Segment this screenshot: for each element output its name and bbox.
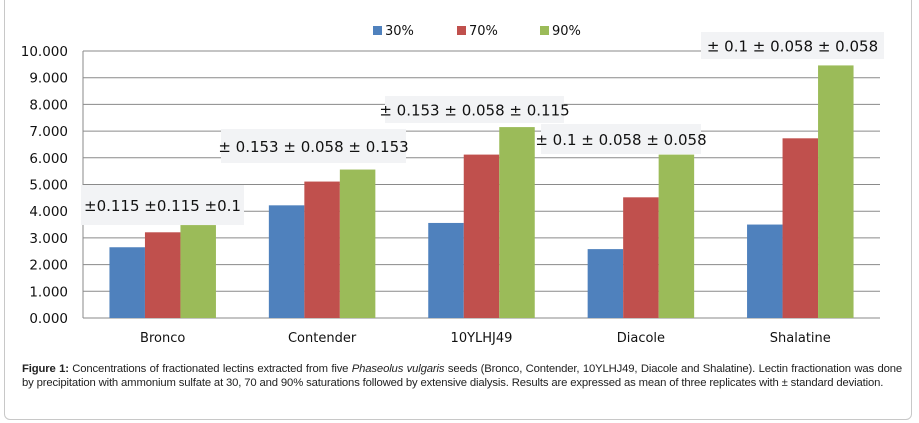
bar-chart: 0.000 1.000 2.000 3.000 4.000 5.000 6.000 7.000… xyxy=(21,24,884,346)
bar-90pct-10ylhj49 xyxy=(499,127,535,318)
bar-30pct-bronco xyxy=(109,247,145,318)
legend-label: 70% xyxy=(469,24,498,39)
sd-annotation: ± 0.1 ± 0.058 ± 0.058 xyxy=(707,38,878,56)
caption-species: Phaseolus vulgaris xyxy=(351,363,445,375)
x-tick-label: Shalatine xyxy=(770,331,831,346)
y-tick-label: 8.000 xyxy=(29,97,68,113)
bar-70pct-10ylhj49 xyxy=(463,154,500,318)
bar-90pct-diacole xyxy=(658,154,695,318)
sd-annotation: ± 0.1 ± 0.058 ± 0.058 xyxy=(535,131,706,149)
bar-30pct-diacole xyxy=(587,249,624,318)
figure-frame xyxy=(4,0,912,420)
bar-70pct-shalatine xyxy=(782,138,819,318)
annotation-box xyxy=(221,129,406,163)
y-tick-label: 9.000 xyxy=(29,71,68,87)
bar-70pct-contender xyxy=(304,181,340,318)
bar-90pct-shalatine xyxy=(818,65,854,318)
bar-90pct-bronco xyxy=(180,225,216,318)
bar-90pct-contender xyxy=(339,169,376,318)
annotation-box xyxy=(701,32,884,59)
bar-30pct-shalatine xyxy=(747,224,783,318)
annotation-box xyxy=(541,124,701,154)
x-tick-label: Diacole xyxy=(617,331,665,346)
y-tick-label: 5.000 xyxy=(29,178,68,194)
legend-label: 30% xyxy=(385,24,414,39)
annotation-box xyxy=(385,96,564,123)
legend-label: 90% xyxy=(552,24,581,39)
y-tick-label: 3.000 xyxy=(29,231,68,247)
legend-swatch xyxy=(457,26,466,35)
caption-text-after: seeds (Bronco, Contender, 10YLHJ49, Diac… xyxy=(22,363,902,389)
y-tick-label: 10.000 xyxy=(21,44,68,60)
bar-70pct-bronco xyxy=(144,232,181,318)
bar-70pct-diacole xyxy=(623,197,659,318)
y-tick-label: 0.000 xyxy=(29,311,68,327)
legend-swatch xyxy=(540,26,549,35)
sd-annotation: ± 0.153 ± 0.058 ± 0.115 xyxy=(379,102,569,120)
legend-swatch xyxy=(373,26,382,35)
bar-30pct-contender xyxy=(268,205,305,318)
x-tick-label: Bronco xyxy=(140,331,185,346)
y-tick-label: 7.000 xyxy=(29,124,68,140)
y-tick-label: 1.000 xyxy=(29,284,68,300)
bar-30pct-10ylhj49 xyxy=(428,222,464,318)
figure-caption: Figure 1: Concentrations of fractionated… xyxy=(22,362,902,390)
caption-label: Figure 1: xyxy=(22,363,69,375)
y-tick-label: 4.000 xyxy=(29,204,68,220)
x-tick-label: Contender xyxy=(288,331,357,346)
y-tick-label: 6.000 xyxy=(29,151,68,167)
annotation-box xyxy=(81,185,244,225)
caption-text-before: Concentrations of fractionated lectins e… xyxy=(68,363,352,375)
y-tick-label: 2.000 xyxy=(29,258,68,274)
x-tick-label: 10YLHJ49 xyxy=(451,331,513,346)
sd-annotation: ±0.115 ±0.115 ±0.1 xyxy=(84,197,241,215)
sd-annotation: ± 0.153 ± 0.058 ± 0.153 xyxy=(218,138,408,156)
